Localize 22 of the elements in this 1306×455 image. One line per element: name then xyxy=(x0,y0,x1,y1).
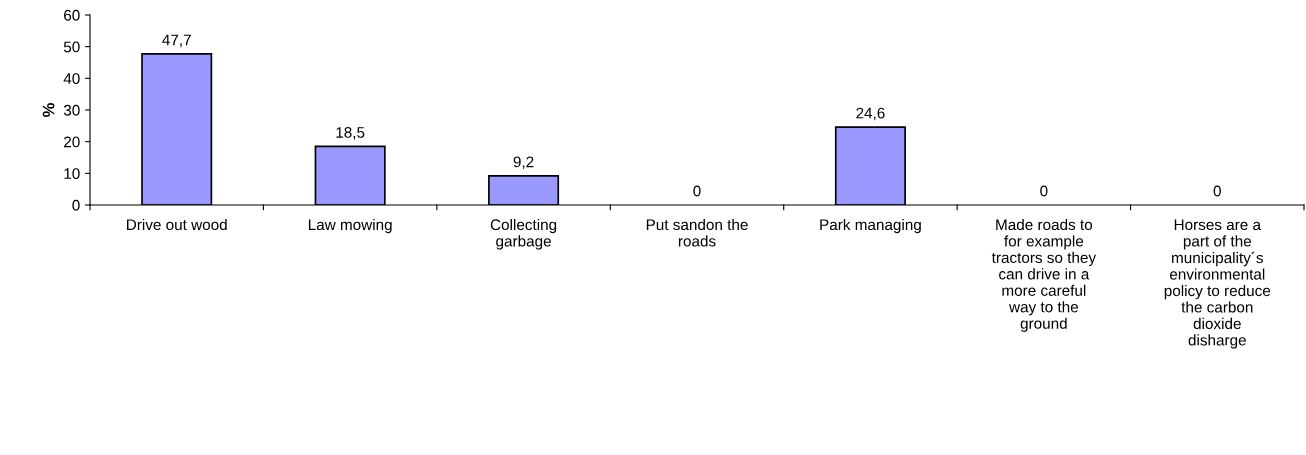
data-label: 0 xyxy=(1040,185,1048,197)
x-tick-label: Drive out wood xyxy=(127,218,227,231)
y-tick-label: 0 xyxy=(72,199,80,211)
y-tick-label: 20 xyxy=(64,136,80,148)
data-label: 18,5 xyxy=(336,127,365,140)
data-label: 24,6 xyxy=(856,107,885,121)
data-label: 0 xyxy=(1213,185,1221,197)
x-tick-label: Put sandon the roads xyxy=(646,218,748,247)
y-tick-label: 10 xyxy=(64,168,80,180)
data-label: 47,7 xyxy=(162,34,191,48)
x-tick-label: Law mowing xyxy=(308,218,392,234)
x-tick-label: Made roads to for example tractors so they can drive in a more careful way to the ground xyxy=(991,218,1097,332)
x-tick-label: Collecting garbage xyxy=(490,218,557,250)
y-axis-title: % xyxy=(42,103,55,117)
y-tick-label: 30 xyxy=(63,104,80,116)
y-tick-label: 50 xyxy=(63,41,80,53)
data-label: 9,2 xyxy=(513,156,534,170)
y-tick-label: 40 xyxy=(63,73,80,85)
data-label: 0 xyxy=(693,185,701,197)
y-tick-label: 60 xyxy=(64,9,80,21)
x-tick-label: Horses are a part of the municipality´s environmental policy to reduce the carbon dioxide disharge xyxy=(1164,219,1271,349)
x-tick-label: Park managing xyxy=(820,218,921,234)
